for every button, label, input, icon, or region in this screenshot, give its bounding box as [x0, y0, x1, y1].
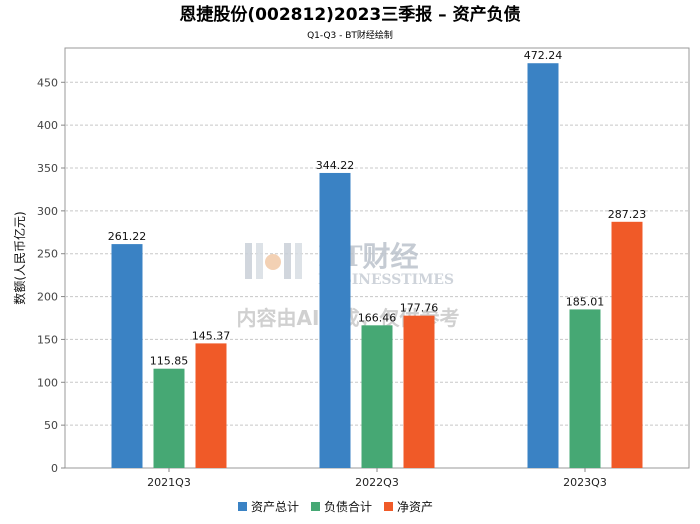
legend-label: 负债合计	[324, 499, 372, 514]
y-tick-label: 300	[37, 205, 58, 218]
x-tick-label: 2021Q3	[147, 476, 191, 489]
y-tick-label: 450	[37, 76, 58, 89]
legend-swatch	[384, 502, 393, 511]
bar	[111, 244, 143, 468]
y-tick-label: 350	[37, 162, 58, 175]
data-label: 287.23	[608, 208, 647, 221]
data-label: 115.85	[150, 355, 189, 368]
bar	[569, 309, 601, 468]
y-tick-label: 0	[51, 462, 58, 475]
bar	[361, 325, 393, 468]
y-axis-label: 数额(人民币亿元)	[12, 211, 27, 304]
y-tick-label: 250	[37, 248, 58, 261]
y-tick-label: 400	[37, 119, 58, 132]
y-tick-label: 50	[44, 419, 58, 432]
bar	[153, 368, 185, 468]
chart-title: 恩捷股份(002812)2023三季报 – 资产负债	[179, 4, 520, 25]
x-axis-ticks: 2021Q3 2022Q3 2023Q3	[147, 468, 607, 489]
x-tick-label: 2023Q3	[563, 476, 607, 489]
bt-logo-icon	[245, 243, 302, 279]
data-label: 261.22	[108, 230, 147, 243]
chart-subtitle: Q1-Q3 - BT财经绘制	[307, 29, 393, 41]
data-label: 344.22	[316, 159, 355, 172]
x-tick-label: 2022Q3	[355, 476, 399, 489]
bar	[611, 221, 643, 468]
legend-label: 净资产	[397, 500, 433, 514]
bar	[527, 63, 559, 468]
legend: 资产总计 负债合计 净资产	[238, 499, 433, 514]
data-label: 166.46	[358, 311, 397, 324]
data-label: 145.37	[192, 329, 231, 342]
bar	[403, 315, 435, 468]
legend-swatch	[238, 502, 247, 511]
bar	[319, 172, 351, 468]
y-tick-label: 150	[37, 333, 58, 346]
bar	[195, 343, 227, 468]
watermark-logo-subtext: BUSINESSTIMES	[318, 272, 454, 288]
data-label: 185.01	[566, 295, 605, 308]
y-tick-label: 200	[37, 291, 58, 304]
legend-swatch	[311, 502, 320, 511]
data-label: 177.76	[400, 302, 439, 315]
y-axis-ticks: 0 50 100 150 200 250 300 350 400 450	[37, 76, 65, 475]
legend-label: 资产总计	[251, 500, 299, 514]
bar-series	[111, 63, 643, 468]
y-tick-label: 100	[37, 376, 58, 389]
data-label: 472.24	[524, 49, 563, 62]
